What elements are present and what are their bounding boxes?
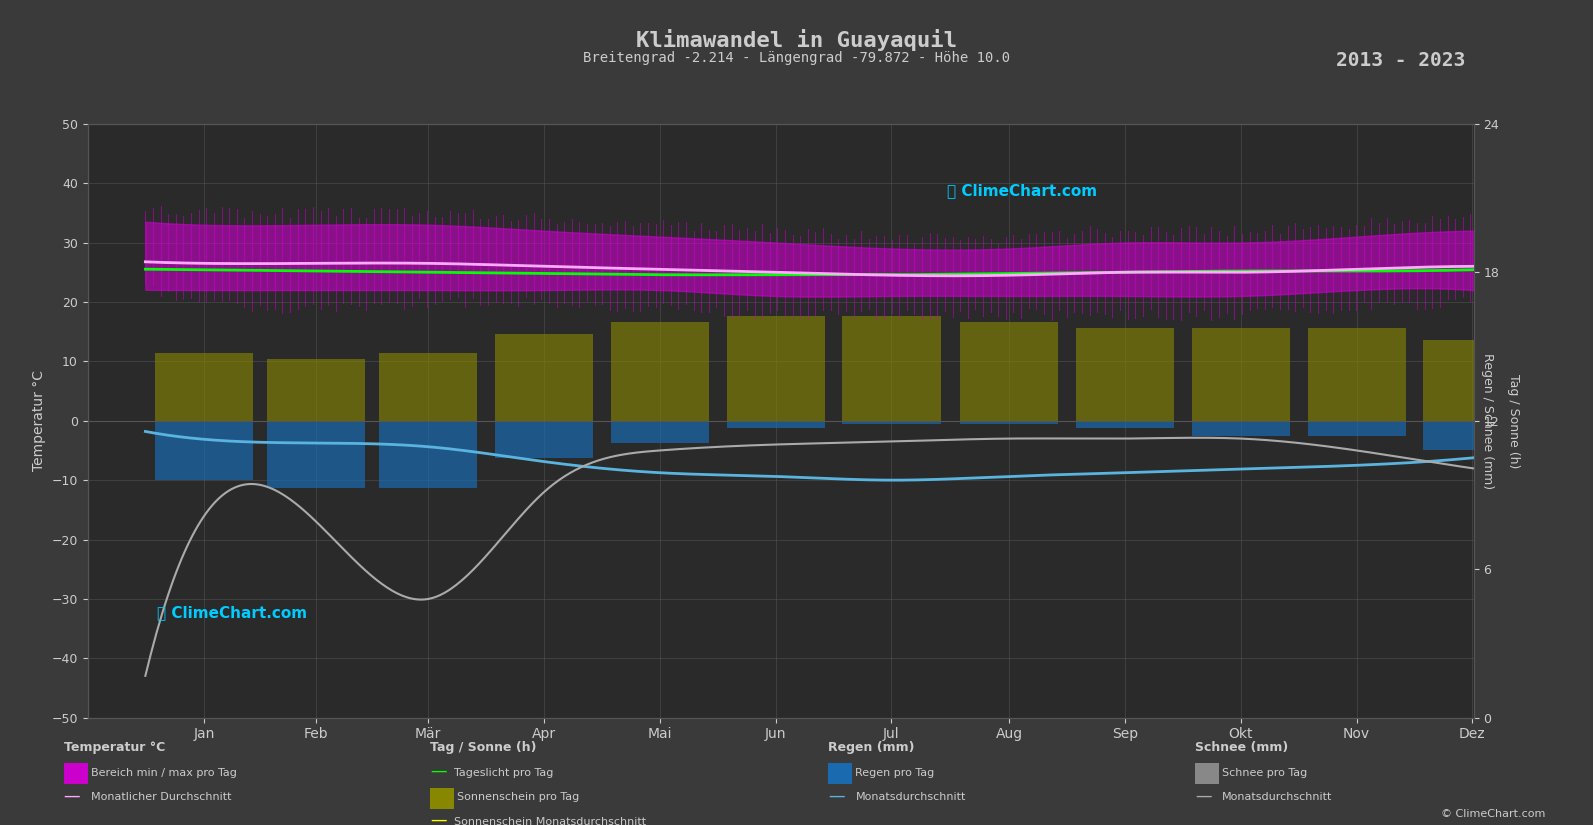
Text: Tageslicht pro Tag: Tageslicht pro Tag — [454, 767, 553, 777]
Text: Regen pro Tag: Regen pro Tag — [855, 767, 935, 777]
Text: Monatlicher Durchschnitt: Monatlicher Durchschnitt — [91, 792, 231, 802]
Bar — [1423, 340, 1521, 421]
Bar — [961, 421, 1058, 424]
Text: Temperatur °C: Temperatur °C — [64, 741, 166, 754]
Bar — [495, 334, 593, 421]
Text: Tag / Sonne (h): Tag / Sonne (h) — [430, 741, 537, 754]
Bar — [726, 315, 825, 421]
Bar — [268, 359, 365, 421]
Text: © ClimeChart.com: © ClimeChart.com — [1440, 808, 1545, 818]
Text: Monatsdurchschnitt: Monatsdurchschnitt — [855, 792, 965, 802]
Text: —: — — [430, 811, 446, 825]
Bar — [379, 353, 478, 421]
Text: Sonnenschein pro Tag: Sonnenschein pro Tag — [457, 792, 580, 802]
Text: Sonnenschein Monatsdurchschnitt: Sonnenschein Monatsdurchschnitt — [454, 817, 647, 825]
Bar — [1308, 328, 1405, 421]
Bar — [1192, 328, 1290, 421]
Text: Schnee (mm): Schnee (mm) — [1195, 741, 1289, 754]
Bar — [1192, 421, 1290, 436]
Bar — [155, 421, 253, 480]
Bar — [379, 421, 478, 488]
Text: 🌍 ClimeChart.com: 🌍 ClimeChart.com — [158, 605, 307, 620]
Text: Schnee pro Tag: Schnee pro Tag — [1222, 767, 1308, 777]
Text: Klimawandel in Guayaquil: Klimawandel in Guayaquil — [636, 29, 957, 51]
Bar — [1075, 328, 1174, 421]
Bar — [843, 421, 940, 424]
Y-axis label: Tag / Sonne (h): Tag / Sonne (h) — [1507, 374, 1520, 468]
Bar — [1308, 421, 1405, 436]
Text: —: — — [430, 761, 446, 780]
Text: 2013 - 2023: 2013 - 2023 — [1337, 51, 1466, 70]
Text: —: — — [828, 786, 844, 804]
Bar — [495, 421, 593, 458]
Bar — [961, 322, 1058, 421]
Text: Monatsdurchschnitt: Monatsdurchschnitt — [1222, 792, 1332, 802]
Bar — [610, 421, 709, 443]
Y-axis label: Regen / Schnee (mm): Regen / Schnee (mm) — [1481, 353, 1494, 488]
Text: 🌍 ClimeChart.com: 🌍 ClimeChart.com — [946, 183, 1098, 198]
Text: Bereich min / max pro Tag: Bereich min / max pro Tag — [91, 767, 237, 777]
Text: Regen (mm): Regen (mm) — [828, 741, 914, 754]
Bar — [726, 421, 825, 428]
Text: Breitengrad -2.214 - Längengrad -79.872 - Höhe 10.0: Breitengrad -2.214 - Längengrad -79.872 … — [583, 51, 1010, 65]
Text: —: — — [64, 786, 80, 804]
Bar — [1075, 421, 1174, 428]
Bar — [268, 421, 365, 488]
Bar — [1423, 421, 1521, 450]
Y-axis label: Temperatur °C: Temperatur °C — [32, 370, 46, 471]
Bar — [610, 322, 709, 421]
Bar — [843, 315, 940, 421]
Bar — [155, 353, 253, 421]
Text: —: — — [1195, 786, 1211, 804]
